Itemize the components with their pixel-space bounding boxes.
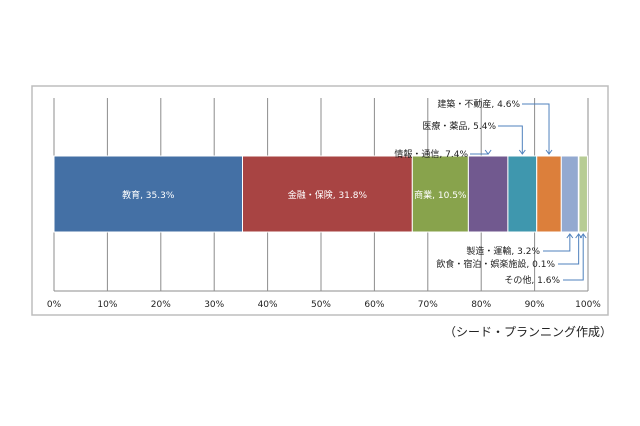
x-tick-label: 30% [204, 300, 224, 310]
bar-segment [536, 155, 562, 233]
data-label: 建築・不動産, 4.6% [437, 98, 520, 110]
leader-arrow [579, 233, 587, 239]
x-tick-label: 70% [418, 300, 438, 310]
x-tick-label: 80% [471, 300, 491, 310]
data-label: 金融・保険, 31.8% [288, 189, 368, 201]
leader-line [543, 234, 571, 252]
x-tick-label: 0% [47, 300, 62, 310]
bar-segment [467, 155, 509, 233]
data-label: その他, 1.6% [504, 274, 560, 286]
leader-line [522, 103, 550, 154]
data-label: 商業, 10.5% [414, 189, 467, 201]
data-label: 医療・薬品, 5.4% [422, 120, 496, 132]
bar-segment [507, 155, 538, 233]
x-tick-label: 60% [364, 300, 384, 310]
data-label: 情報・通信, 7.4% [394, 148, 468, 160]
bar-segment [53, 155, 244, 233]
bar-segment [560, 155, 579, 233]
leader-arrow [518, 149, 526, 155]
x-tick-label: 20% [151, 300, 171, 310]
data-label: 教育, 35.3% [122, 189, 175, 201]
leader-line [558, 234, 580, 265]
x-tick-label: 50% [311, 300, 331, 310]
leader-arrow [566, 233, 574, 239]
x-tick-label: 100% [575, 300, 601, 310]
data-label: 製造・運輸, 3.2% [466, 245, 540, 257]
x-tick-label: 10% [97, 300, 117, 310]
bar-segment [242, 155, 413, 233]
bar-segment [578, 155, 588, 233]
leader-line [498, 125, 523, 154]
leader-arrow [545, 149, 553, 155]
source-note: （シード・プランニング作成） [443, 325, 612, 339]
data-label: 飲食・宿泊・娯楽施設, 0.1% [436, 258, 555, 270]
x-tick-label: 40% [258, 300, 278, 310]
x-tick-label: 90% [525, 300, 545, 310]
leader-arrow [484, 149, 492, 155]
bar-segment [411, 155, 469, 233]
leader-line [563, 234, 584, 281]
